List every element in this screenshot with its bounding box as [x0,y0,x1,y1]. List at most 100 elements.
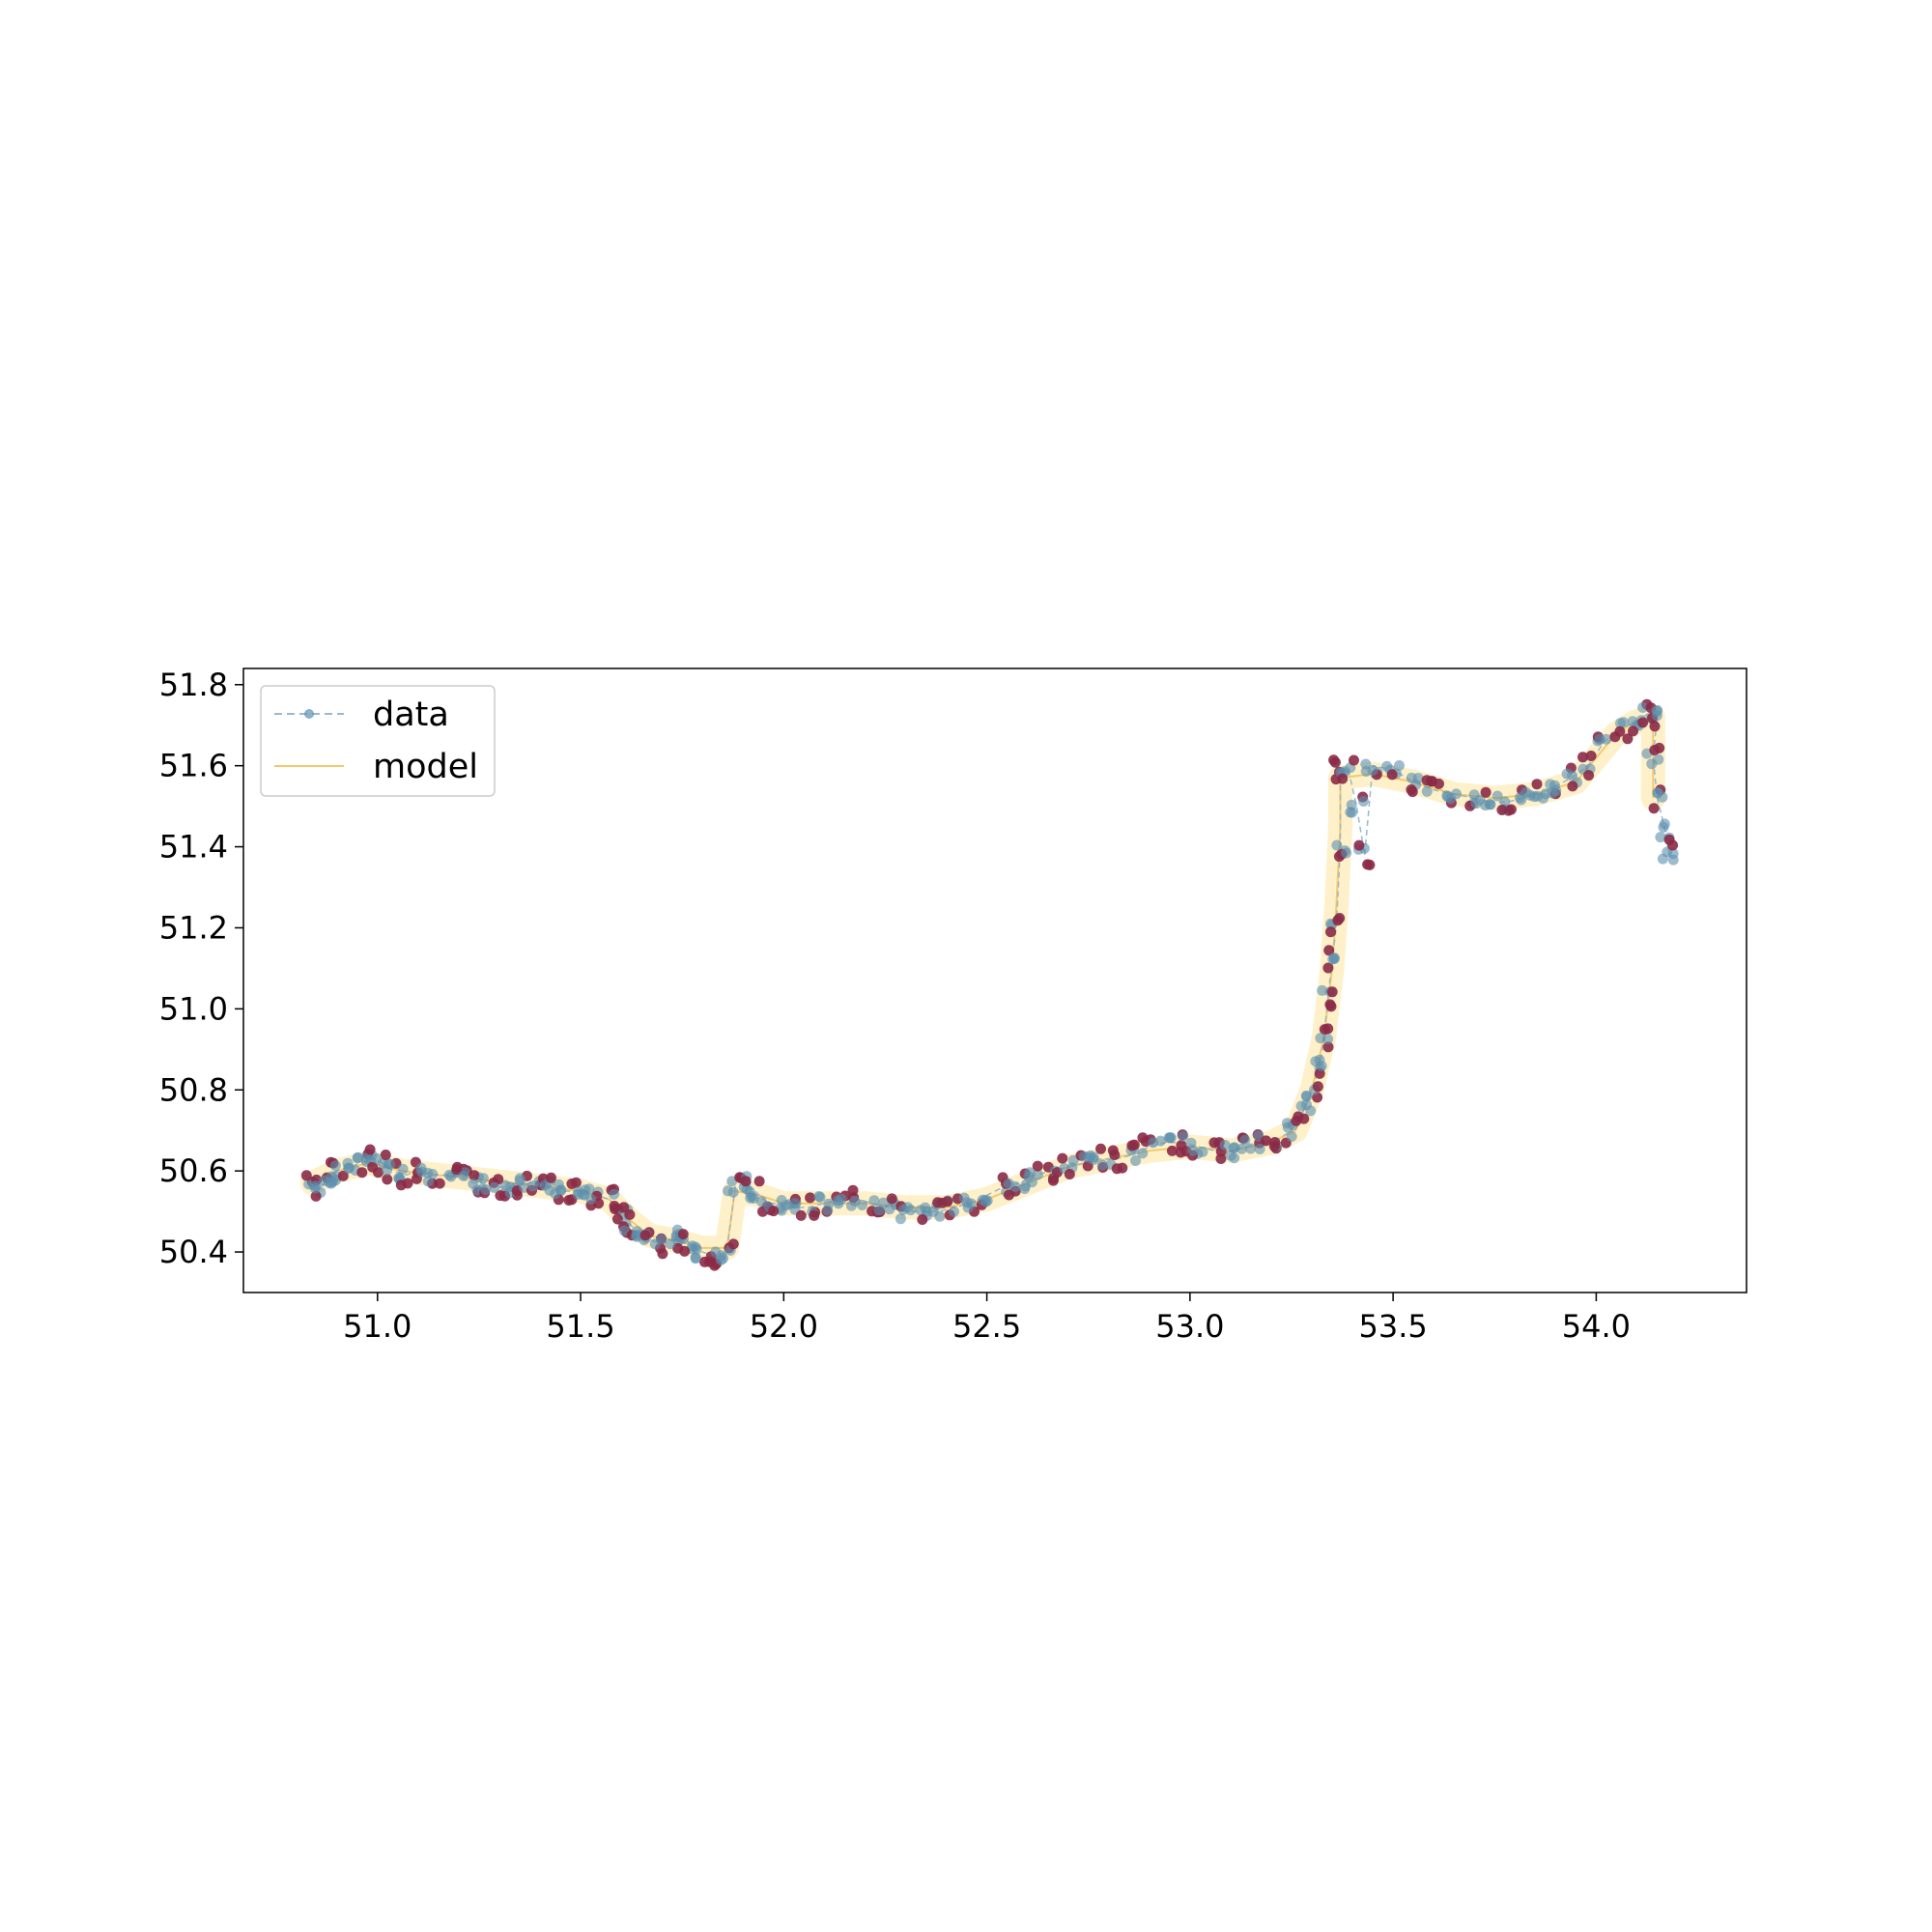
outlier-point [1322,1041,1334,1053]
data-point [822,1205,834,1216]
data-point [1499,796,1511,808]
outlier-point [1364,859,1376,870]
data-point [927,1206,939,1217]
legend-label-data: data [373,696,449,734]
plot-frame [242,668,1747,1293]
outlier-point [805,1192,816,1204]
data-point [949,1206,959,1217]
data-point [371,1152,383,1164]
outlier-point [563,1195,575,1206]
x-tick-label: 52.0 [750,1308,818,1345]
outlier-point [932,1197,944,1208]
y-tick-label: 51.0 [159,990,228,1027]
data-point [1236,1143,1247,1154]
data-points-layer [300,698,1679,1271]
data-point [1492,790,1503,802]
data-point [723,1185,733,1197]
outlier-point [1064,1169,1075,1179]
data-point [326,1171,337,1182]
data-point [895,1213,906,1225]
outlier-point [727,1238,739,1250]
outlier-point [1583,770,1595,781]
outlier-point [1095,1143,1106,1154]
data-point [1219,1139,1231,1151]
data-point [1316,1061,1327,1071]
data-point [1358,796,1369,807]
data-point [813,1191,825,1202]
outlier-point [1166,1145,1178,1156]
x-tick-label: 53.0 [1155,1308,1224,1345]
outlier-point [618,1202,630,1213]
data-point [1421,785,1433,797]
data-point [1637,701,1649,713]
outlier-point [1637,717,1649,728]
outlier-point [1326,986,1338,998]
outlier-point [1109,1150,1121,1160]
outlier-point [768,1206,780,1217]
x-tick-label: 51.0 [343,1308,412,1345]
x-axis: 51.0 51.5 52.0 52.5 53.0 53.5 54.0 [343,1293,1631,1345]
outlier-point [1496,805,1508,815]
data-point [1239,1134,1251,1146]
data-point [1470,798,1482,810]
outlier-point [795,1209,807,1221]
data-point [1347,807,1357,818]
data-point [343,1162,355,1174]
outlier-point [809,1209,820,1221]
data-point [789,1198,801,1209]
y-axis: 50.4 50.6 50.8 51.0 51.2 51.4 51.6 51.8 [159,667,243,1270]
data-point [961,1197,973,1208]
data-point [745,1192,756,1204]
outlier-point [1353,839,1365,851]
outlier-point [1667,839,1679,851]
data-point [690,1241,701,1253]
outlier-point [310,1190,322,1202]
legend-label-model: model [373,748,478,786]
data-point [1254,1144,1265,1154]
data-point [1567,770,1578,781]
y-tick-label: 51.2 [159,909,228,946]
data-point [1317,984,1328,996]
outlier-point [402,1178,413,1189]
outlier-point [373,1167,384,1179]
data-point [902,1202,914,1213]
outlier-point [1585,751,1597,761]
data-point [329,1160,341,1172]
data-point [1652,787,1663,799]
outlier-point [546,1172,556,1183]
outlier-point [740,1176,752,1187]
data-point [1653,753,1664,765]
outlier-point [1386,769,1398,781]
outlier-point [1505,804,1517,815]
outlier-point [1324,999,1336,1010]
outlier-point [1325,926,1336,938]
data-point [1615,718,1626,729]
data-point [1185,1137,1197,1149]
y-tick-label: 50.6 [159,1152,228,1189]
data-point [1331,839,1343,851]
data-point [1286,1131,1297,1142]
data-point [309,1182,321,1194]
outlier-point [942,1196,953,1208]
outlier-point [493,1174,504,1185]
data-point [1301,1099,1312,1111]
y-tick-label: 51.4 [159,829,228,866]
data-point [980,1196,992,1208]
outlier-point [300,1170,312,1181]
data-point [585,1193,597,1205]
outlier-point [1628,725,1638,737]
data-point [1024,1167,1036,1179]
data-point [1301,1091,1313,1102]
data-point [527,1180,538,1192]
outlier-point [1322,1023,1334,1035]
outlier-point [1531,779,1543,790]
data-point [1327,953,1339,965]
data-point [1594,733,1605,745]
data-point [1341,847,1352,859]
outlier-point [380,1150,391,1160]
outlier-point [1614,725,1626,737]
data-point [1652,704,1663,716]
data-point [1026,1177,1037,1188]
x-tick-label: 52.5 [952,1308,1021,1345]
